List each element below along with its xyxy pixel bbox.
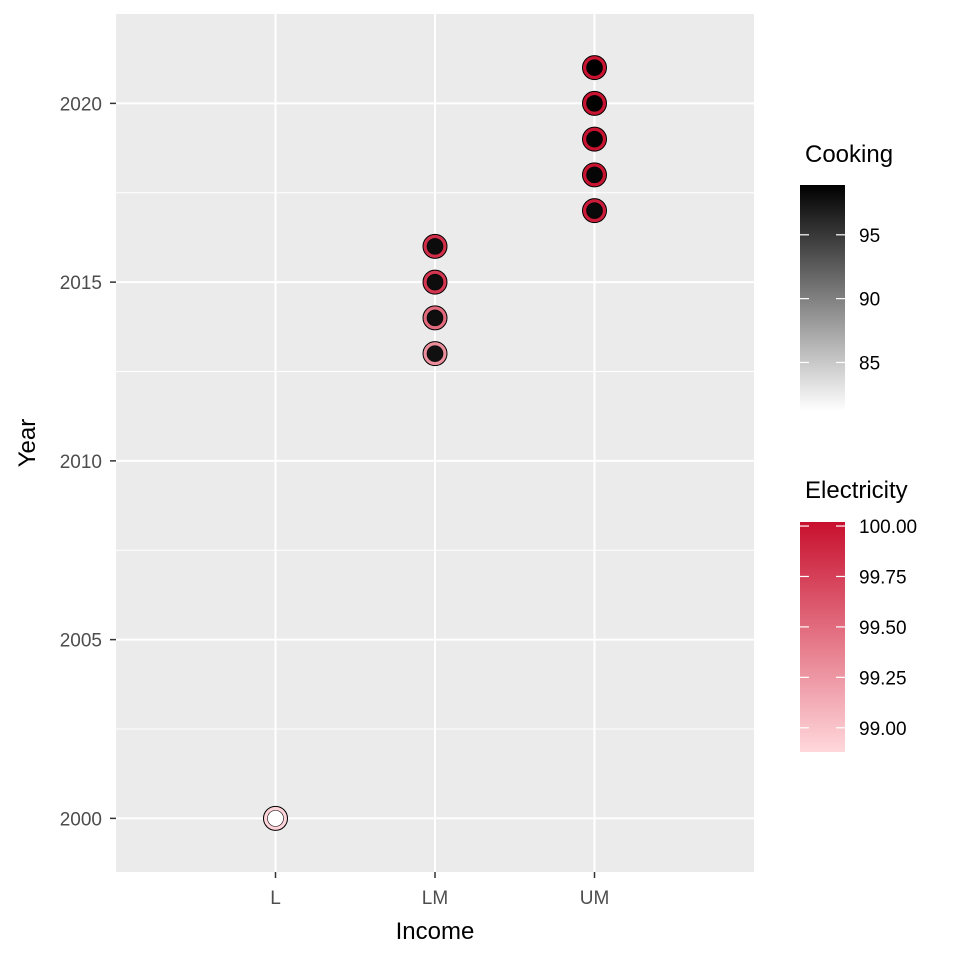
data-point [422,269,448,295]
point-cooking-fill [267,810,284,827]
data-point [422,305,448,331]
y-tick-label: 2000 [60,809,102,830]
point-cooking-fill [586,202,603,219]
legend-electricity: Electricity 100.00 99.75 99.50 99.25 99.00 [800,477,917,752]
point-cooking-fill [586,95,603,112]
data-point [263,805,288,831]
legend-tick-label: 99.25 [859,668,907,689]
legend-electricity-title: Electricity [805,477,908,504]
y-axis: 2000 2005 2010 2015 2020 [60,94,116,830]
x-axis-title: Income [396,918,475,945]
legend-tick-label: 100.00 [859,517,917,538]
data-points [263,55,607,831]
data-point [582,162,607,188]
point-cooking-fill [426,273,444,291]
legend-cooking: Cooking 95 90 85 [800,141,893,411]
major-gridlines [116,14,754,872]
data-point [582,90,607,116]
legend-cooking-title: Cooking [805,141,893,168]
legend-tick-label: 85 [859,353,880,374]
legend-tick-label: 90 [859,290,880,311]
point-cooking-fill [586,166,603,184]
data-point [582,198,607,224]
y-tick-label: 2005 [60,631,102,652]
legend-cooking-colorbar [800,185,845,411]
point-cooking-fill [586,59,603,76]
y-tick-label: 2020 [60,94,102,115]
data-point [422,233,448,259]
data-point [422,341,448,367]
legend-tick-label: 99.75 [859,567,907,588]
point-cooking-fill [426,345,444,362]
data-point [582,126,607,152]
y-tick-label: 2010 [60,452,102,473]
y-tick-label: 2015 [60,273,102,294]
x-axis: L LM UM [270,872,609,909]
legend-tick-label: 99.00 [859,719,907,740]
x-tick-label: UM [580,888,610,909]
data-point [582,55,607,81]
legend-tick-label: 99.50 [859,618,907,639]
y-axis-title: Year [14,419,41,468]
point-cooking-fill [426,309,444,327]
legend-electricity-colorbar [800,522,845,752]
x-tick-label: LM [422,888,448,909]
point-cooking-fill [586,130,603,148]
legend-tick-label: 95 [859,226,880,247]
point-cooking-fill [426,238,444,255]
x-tick-label: L [270,888,281,909]
